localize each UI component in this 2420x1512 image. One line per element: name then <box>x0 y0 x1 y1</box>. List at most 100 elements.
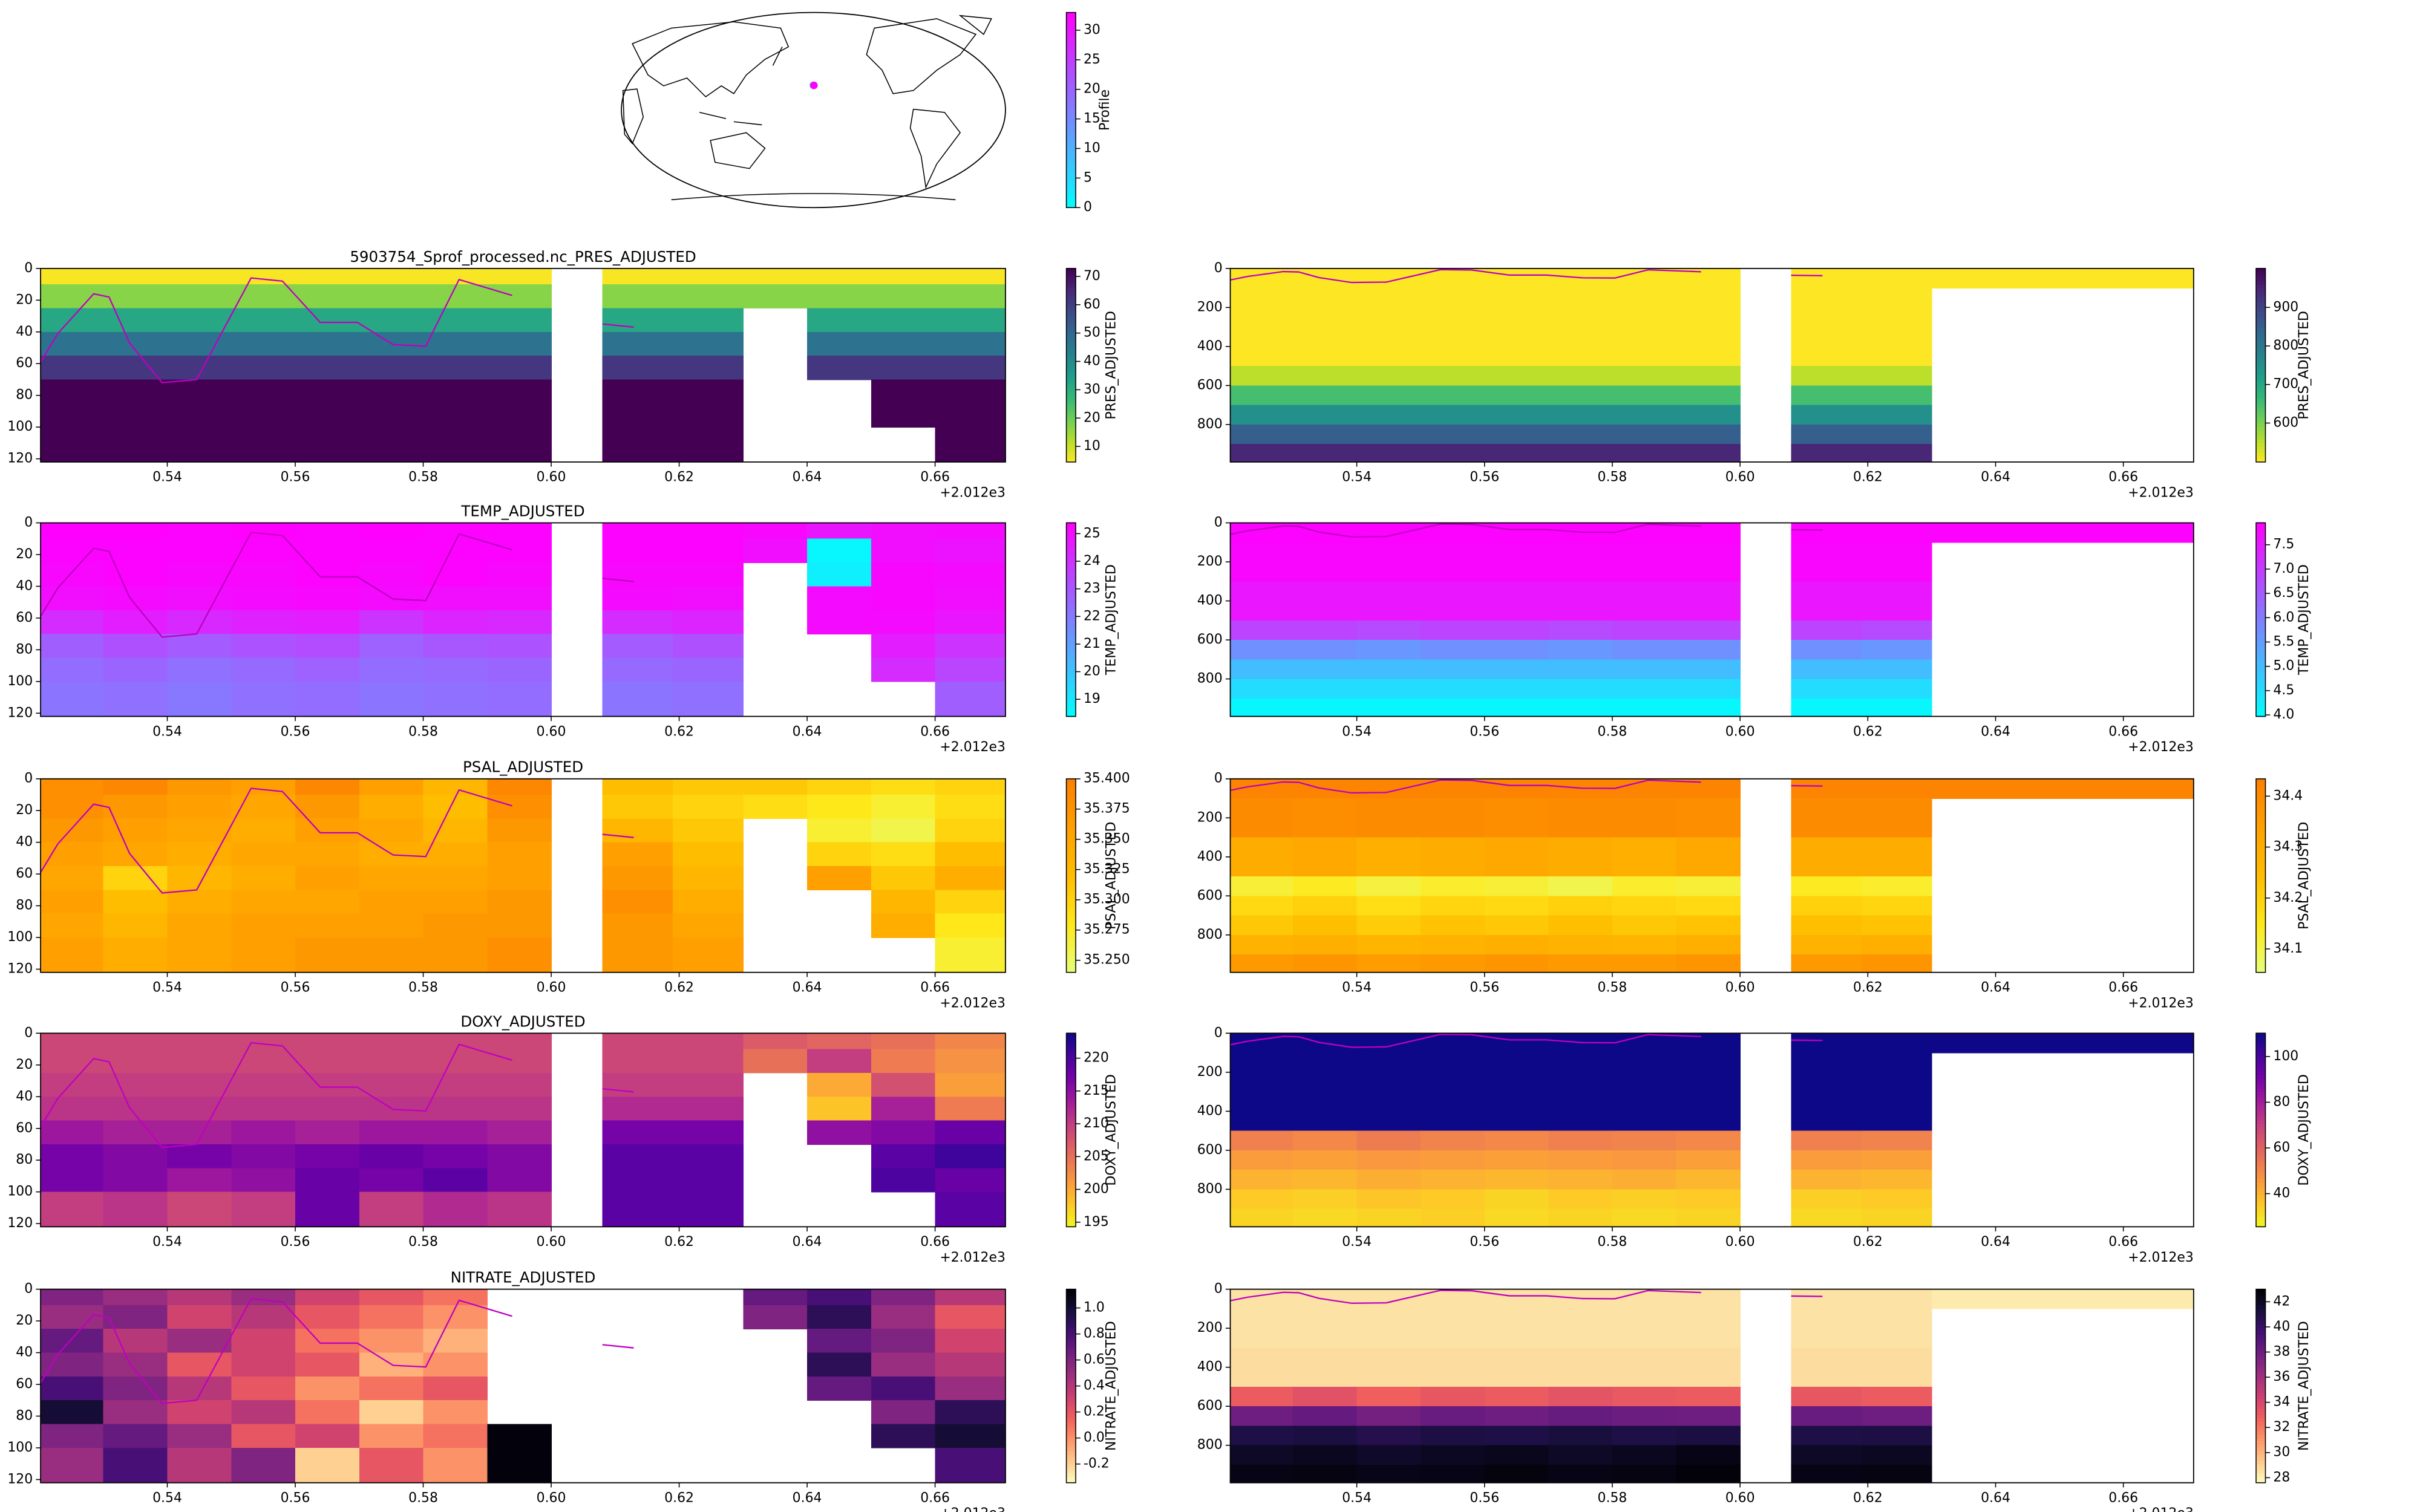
heatmap-cell <box>167 586 232 611</box>
heatmap-cell <box>1791 1289 1862 1309</box>
colorbar-segment <box>1066 680 1076 685</box>
heatmap-cell <box>231 1305 296 1329</box>
colorbar-tick-label: 34.3 <box>2273 839 2303 855</box>
colorbar-segment <box>2256 700 2266 704</box>
colorbar-segment <box>1066 293 1076 298</box>
colorbar-segment <box>2256 901 2266 905</box>
heatmap-cell <box>743 778 808 795</box>
heatmap-cell <box>487 1447 552 1484</box>
colorbar-segment <box>1066 791 1076 796</box>
heatmap-cell <box>41 1400 104 1425</box>
colorbar-segment <box>1066 15 1076 20</box>
colorbar-segment <box>2256 1200 2266 1205</box>
heatmap-cell <box>1861 679 1932 699</box>
y-tick-label: 60 <box>16 610 33 625</box>
heatmap-cell <box>602 586 673 611</box>
colorbar-segment <box>1066 1068 1076 1073</box>
heatmap-cell <box>672 1033 744 1050</box>
heatmap-cell <box>602 268 673 285</box>
colorbar-segment <box>2256 1132 2266 1137</box>
heatmap-cell <box>807 1329 872 1354</box>
x-offset-label: +2.012e3 <box>2128 1250 2194 1265</box>
heatmap-cell <box>1861 934 1932 955</box>
heatmap-cell <box>935 284 1006 309</box>
colorbar-segment <box>2256 820 2266 825</box>
heatmap-cell <box>1230 1308 1293 1349</box>
colorbar-tick-label: -0.2 <box>1084 1456 1110 1471</box>
colorbar-tick-label: 20 <box>1084 664 1100 679</box>
heatmap-cell <box>295 586 360 611</box>
heatmap-cell <box>1931 268 1996 288</box>
colorbar-segment <box>2256 1356 2266 1361</box>
x-tick-label: 0.60 <box>537 980 566 996</box>
colorbar-segment <box>2256 1379 2266 1384</box>
colorbar-segment <box>1066 400 1076 405</box>
heatmap-cell <box>41 657 104 682</box>
colorbar-segment <box>1066 80 1076 85</box>
colorbar-segment <box>2256 374 2266 379</box>
heatmap-cell <box>1484 934 1549 955</box>
heatmap-cell <box>1356 1347 1421 1387</box>
heatmap-cell <box>935 1424 1006 1448</box>
x-tick-label: 0.54 <box>152 470 182 485</box>
colorbar-segment <box>2256 1404 2266 1409</box>
heatmap-cell <box>423 1120 488 1145</box>
heatmap-cell <box>359 1072 424 1098</box>
colorbar-segment <box>1066 839 1076 844</box>
colorbar-segment <box>1066 823 1076 828</box>
colorbar-segment <box>1066 1311 1076 1316</box>
colorbar-segment <box>2256 284 2266 288</box>
colorbar-segment <box>1066 1207 1076 1211</box>
colorbar-segment <box>2256 1314 2266 1319</box>
colorbar-segment <box>1066 638 1076 643</box>
heatmap-cell <box>1861 620 1932 640</box>
colorbar-segment <box>1066 204 1076 208</box>
profile-line <box>1230 1289 1701 1305</box>
colorbar-tick-label: 60 <box>2273 1140 2290 1155</box>
heatmap-cell <box>871 1072 936 1098</box>
colorbar-tick-label: 10 <box>1084 140 1100 155</box>
heatmap-cell <box>935 818 1006 843</box>
heatmap-cell <box>487 308 552 333</box>
heatmap-cell <box>41 1424 104 1448</box>
colorbar-segment <box>1066 1418 1076 1422</box>
heatmap-cell <box>41 1072 104 1098</box>
heatmap-cell <box>359 1168 424 1193</box>
colorbar-segment <box>2256 545 2266 549</box>
heatmap-cell <box>935 308 1006 333</box>
colorbar-segment <box>2256 1145 2266 1150</box>
colorbar-segment <box>1066 1136 1076 1141</box>
heatmap-cell <box>487 523 552 539</box>
colorbar-segment <box>2256 839 2266 844</box>
heatmap-cell <box>935 937 1006 973</box>
colorbar-segment <box>1066 706 1076 711</box>
colorbar-segment <box>1066 1308 1076 1312</box>
colorbar-segment <box>1066 300 1076 305</box>
heatmap-cell <box>103 818 168 843</box>
heatmap-cell <box>423 842 488 867</box>
profile-line <box>40 277 512 383</box>
heatmap-cell <box>1861 1347 1932 1387</box>
heatmap-cell <box>103 634 168 659</box>
colorbar-segment <box>1066 1175 1076 1179</box>
colorbar-segment <box>2256 1045 2266 1050</box>
colorbar-tick-label: 35.300 <box>1084 892 1130 907</box>
heatmap-cell <box>41 268 104 285</box>
colorbar-segment <box>1066 580 1076 585</box>
heatmap-cell <box>231 268 296 285</box>
colorbar-segment <box>2256 1385 2266 1390</box>
heatmap-cell <box>935 1376 1006 1401</box>
heatmap-cell <box>1676 620 1741 640</box>
heatmap-cell <box>672 842 744 867</box>
heatmap-cell <box>1791 542 1862 582</box>
heatmap-cell <box>1293 405 1358 425</box>
heatmap-cell <box>167 284 232 309</box>
colorbar-segment <box>1066 429 1076 434</box>
colorbar-segment <box>1066 161 1076 166</box>
heatmap-cell <box>1421 542 1485 582</box>
heatmap-cell <box>1293 698 1358 717</box>
colorbar-segment <box>1066 1074 1076 1079</box>
heatmap-cell <box>103 794 168 820</box>
colorbar-segment <box>1066 1052 1076 1057</box>
heatmap-cell <box>1676 1426 1741 1446</box>
